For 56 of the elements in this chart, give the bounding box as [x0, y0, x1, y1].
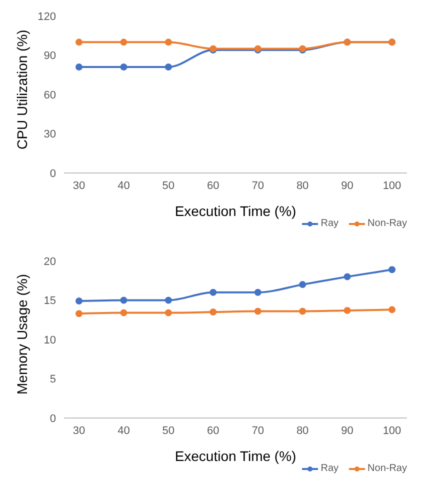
x-tick-label: 50 [162, 424, 175, 437]
legend-label: Non-Ray [366, 463, 407, 474]
x-tick-label: 80 [296, 180, 309, 192]
legend-label: Ray [320, 463, 339, 474]
y-tick-label: 0 [50, 168, 56, 180]
point [164, 64, 172, 71]
point [164, 38, 172, 46]
x-tick-label: 30 [72, 424, 86, 437]
point [76, 298, 82, 305]
y-tick-label: 30 [44, 128, 56, 141]
legend-label: Ray [320, 218, 339, 229]
point [254, 288, 262, 296]
point [120, 296, 128, 304]
y-tick-label: 10 [44, 334, 56, 346]
point [120, 38, 128, 46]
y-tick-label: 20 [44, 256, 56, 268]
point [164, 296, 172, 304]
x-tick-label: 40 [118, 424, 130, 437]
point [76, 38, 82, 46]
point [344, 306, 351, 314]
y-tick-label: 5 [50, 374, 56, 386]
y-tick-label: 90 [44, 50, 56, 62]
point [210, 288, 217, 296]
x-axis-title: Execution Time (%) [174, 203, 296, 219]
x-tick-label: 70 [252, 424, 264, 437]
x-axis-title: Execution Time (%) [174, 448, 296, 464]
point [299, 308, 306, 315]
x-tick-label: 70 [252, 180, 264, 192]
x-tick-label: 80 [296, 424, 309, 437]
point [299, 281, 306, 288]
x-tick-label: 90 [341, 424, 354, 437]
point [388, 306, 396, 314]
y-axis-title: CPU Utilization (%) [14, 30, 30, 150]
x-tick-label: 60 [207, 424, 220, 437]
legend-label: Non-Ray [366, 218, 407, 229]
y-tick-label: 15 [44, 295, 56, 308]
point [344, 273, 351, 280]
point [164, 309, 172, 316]
y-tick-label: 120 [38, 10, 56, 23]
x-tick-label: 100 [382, 180, 402, 192]
x-tick-label: 90 [341, 180, 354, 192]
x-tick-label: 30 [72, 180, 86, 192]
point [76, 64, 82, 71]
point [210, 308, 217, 316]
point [120, 64, 128, 71]
point [388, 266, 396, 274]
x-tick-label: 50 [162, 180, 175, 192]
x-tick-label: 60 [207, 180, 220, 192]
y-tick-label: 60 [44, 89, 56, 102]
y-axis-title: Memory Usage (%) [14, 274, 30, 394]
x-tick-label: 100 [382, 424, 402, 437]
point [76, 310, 82, 318]
y-tick-label: 0 [50, 412, 56, 425]
point [120, 309, 128, 316]
point [254, 308, 262, 315]
x-tick-label: 40 [118, 180, 130, 192]
